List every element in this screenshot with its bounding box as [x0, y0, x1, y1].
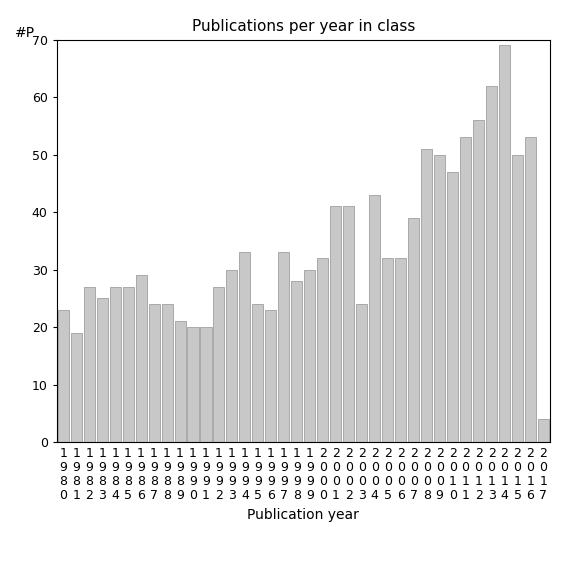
Bar — [356, 304, 367, 442]
Bar — [499, 45, 510, 442]
Bar — [201, 327, 211, 442]
Bar — [96, 298, 108, 442]
Bar — [421, 149, 432, 442]
Bar — [58, 310, 69, 442]
Bar — [239, 252, 251, 442]
Bar — [122, 287, 134, 442]
Bar — [473, 120, 484, 442]
Bar — [331, 206, 341, 442]
Bar — [278, 252, 289, 442]
Bar — [318, 258, 328, 442]
Bar — [84, 287, 95, 442]
Bar — [460, 137, 471, 442]
Bar — [291, 281, 302, 442]
X-axis label: Publication year: Publication year — [247, 507, 359, 522]
Bar — [265, 310, 276, 442]
Bar — [343, 206, 354, 442]
Bar — [252, 304, 264, 442]
Text: #P: #P — [15, 26, 35, 40]
Bar — [226, 270, 238, 442]
Bar — [213, 287, 225, 442]
Bar — [136, 276, 147, 442]
Bar — [109, 287, 121, 442]
Bar — [395, 258, 406, 442]
Bar — [175, 321, 185, 442]
Bar — [408, 218, 419, 442]
Bar — [486, 86, 497, 442]
Bar — [304, 270, 315, 442]
Bar — [447, 172, 458, 442]
Bar — [525, 137, 536, 442]
Bar — [149, 304, 159, 442]
Title: Publications per year in class: Publications per year in class — [192, 19, 415, 35]
Bar — [188, 327, 198, 442]
Bar — [382, 258, 393, 442]
Bar — [538, 419, 549, 442]
Bar — [369, 195, 380, 442]
Bar — [512, 155, 523, 442]
Bar — [162, 304, 172, 442]
Bar — [434, 155, 445, 442]
Bar — [71, 333, 82, 442]
